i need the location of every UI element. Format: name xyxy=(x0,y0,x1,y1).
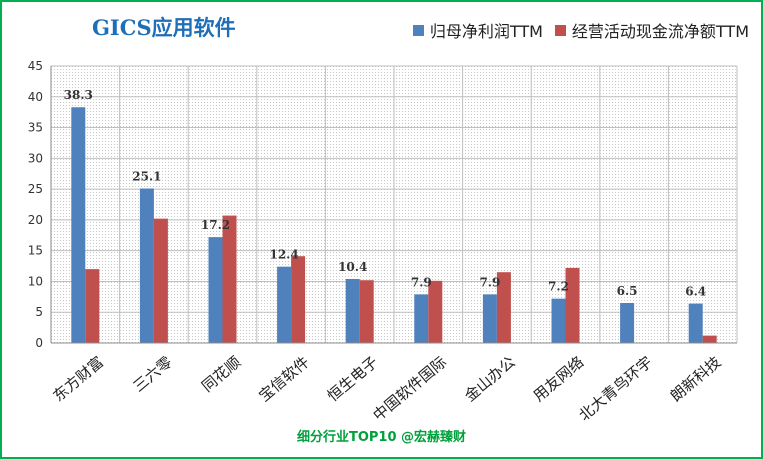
legend-swatch-series-1 xyxy=(412,24,424,36)
x-tick-label: 用友网络 xyxy=(530,353,588,405)
y-tick-label: 20 xyxy=(28,213,43,227)
legend-label-series-1: 归母净利润TTM xyxy=(429,22,543,41)
bar-series-1-3 xyxy=(277,266,292,343)
bar-series-2-9 xyxy=(702,335,717,343)
y-tick-label: 0 xyxy=(35,336,43,350)
bar-series-1-8 xyxy=(620,302,635,343)
bar-series-2-4 xyxy=(359,280,374,343)
data-label-series-1: 17.2 xyxy=(201,218,230,232)
y-tick-label: 15 xyxy=(28,244,43,258)
x-tick-label: 北大青鸟环宇 xyxy=(575,353,656,425)
data-label-series-1: 25.1 xyxy=(132,169,161,183)
chart-footer: 细分行业TOP10 @宏赫臻财 xyxy=(296,430,467,445)
bar-series-1-1 xyxy=(139,188,154,343)
data-label-series-1: 7.2 xyxy=(548,280,569,294)
legend-item-series-2: 经营活动现金流净额TTM xyxy=(554,18,749,42)
legend-swatch-series-2 xyxy=(554,24,566,36)
data-label-series-1: 10.4 xyxy=(338,260,367,274)
bar-series-1-4 xyxy=(345,278,360,343)
bar-series-2-0 xyxy=(85,269,100,343)
y-tick-label: 35 xyxy=(28,121,43,135)
legend-item-series-1: 归母净利润TTM xyxy=(412,18,543,42)
y-tick-label: 45 xyxy=(28,59,43,73)
x-tick-label: 三六零 xyxy=(130,353,176,396)
bar-series-2-3 xyxy=(291,256,306,343)
bar-series-1-9 xyxy=(688,303,703,343)
bar-series-2-1 xyxy=(153,218,168,343)
x-tick-label: 东方财富 xyxy=(50,353,108,405)
bar-series-1-5 xyxy=(414,294,429,343)
x-tick-label: 同花顺 xyxy=(198,353,244,396)
y-tick-label: 10 xyxy=(28,274,43,288)
bar-series-2-5 xyxy=(428,280,443,343)
y-tick-label: 30 xyxy=(28,151,43,165)
x-tick-label: 朗新科技 xyxy=(667,353,725,405)
data-label-series-1: 6.4 xyxy=(685,285,706,299)
y-tick-label: 5 xyxy=(35,305,43,319)
x-tick-label: 中国软件国际 xyxy=(370,353,451,425)
y-tick-label: 40 xyxy=(28,90,43,104)
data-label-series-1: 38.3 xyxy=(64,88,93,102)
x-tick-label: 宝信软件 xyxy=(255,353,313,405)
data-label-series-1: 6.5 xyxy=(617,284,638,298)
x-tick-label: 恒生电子 xyxy=(324,353,382,405)
bar-series-2-2 xyxy=(222,215,237,343)
y-tick-label: 25 xyxy=(28,182,43,196)
bar-series-2-6 xyxy=(496,272,511,343)
bar-series-1-6 xyxy=(482,294,497,343)
data-label-series-1: 7.9 xyxy=(411,275,432,289)
bar-series-2-7 xyxy=(565,267,580,343)
bar-series-1-0 xyxy=(71,107,86,344)
chart-title: GICS应用软件 xyxy=(92,15,236,40)
legend-label-series-2: 经营活动现金流净额TTM xyxy=(571,22,749,41)
bar-series-1-2 xyxy=(208,237,223,343)
chart-legend: 归母净利润TTM 经营活动现金流净额TTM xyxy=(412,18,749,42)
data-label-series-1: 7.9 xyxy=(479,275,500,289)
data-label-series-1: 12.4 xyxy=(269,248,298,262)
bar-series-1-7 xyxy=(551,298,566,343)
x-tick-label: 金山办公 xyxy=(461,353,519,405)
